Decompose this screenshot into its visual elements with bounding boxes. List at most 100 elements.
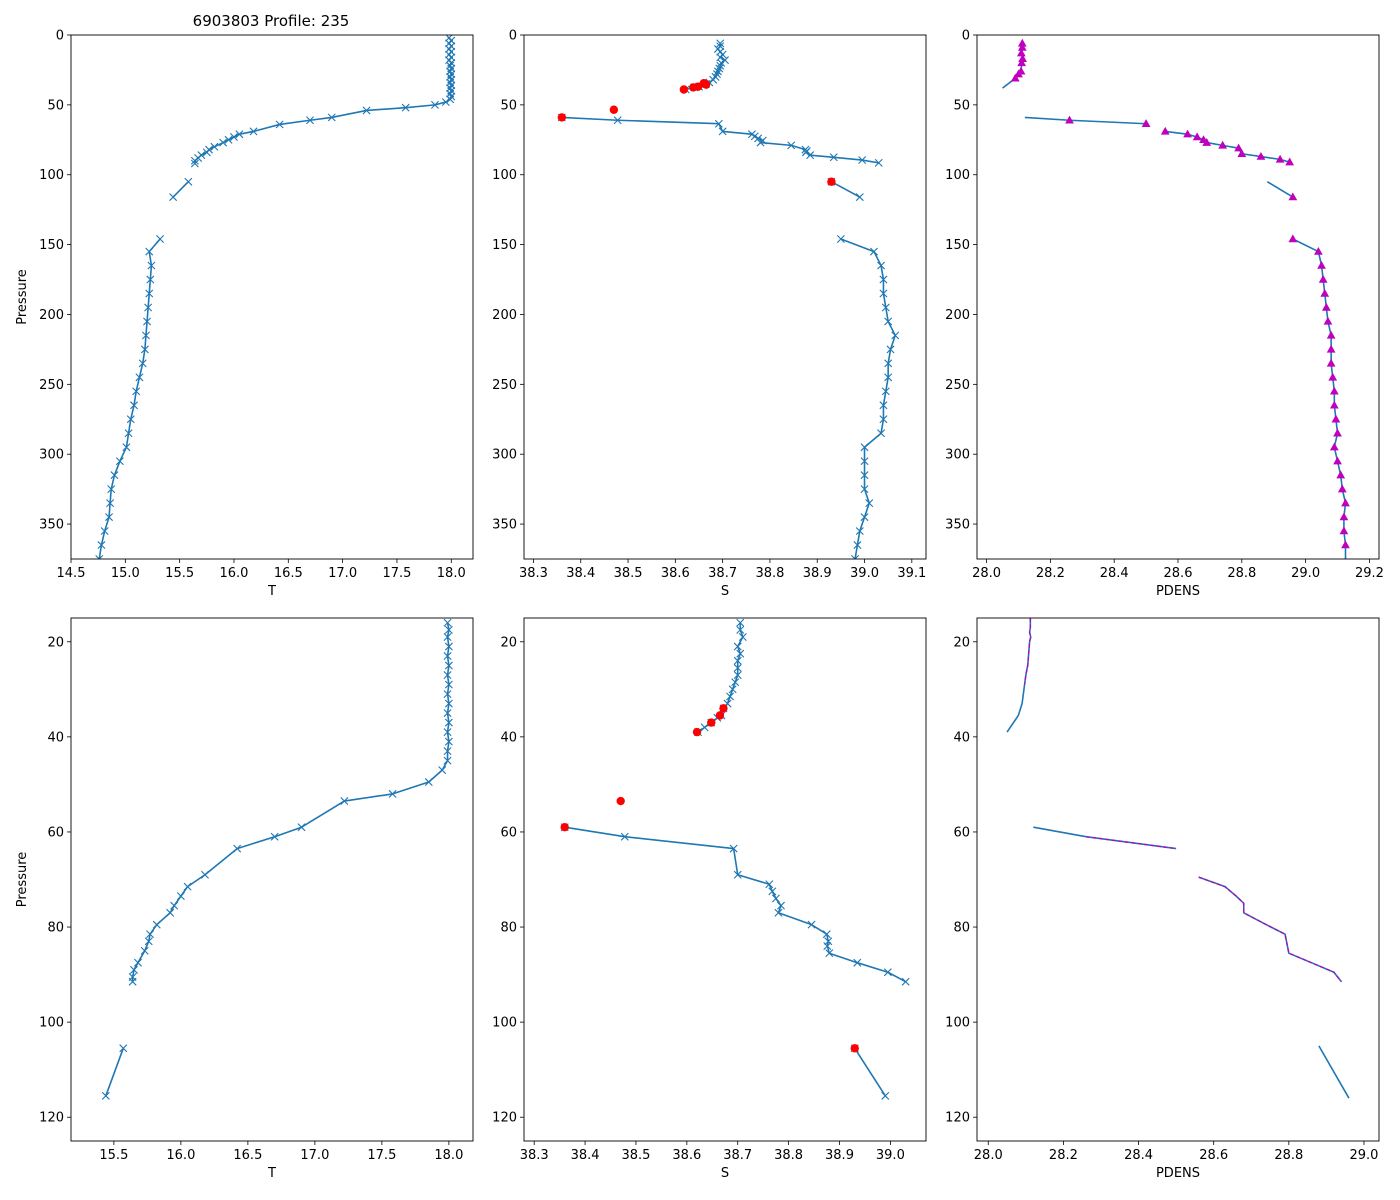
x-marker bbox=[879, 275, 888, 284]
x-marker bbox=[105, 513, 114, 522]
x-tick-label: 18.0 bbox=[437, 566, 466, 581]
x-marker bbox=[176, 892, 185, 901]
plot-area bbox=[557, 39, 900, 559]
y-tick-label: 40 bbox=[953, 730, 970, 745]
y-tick-label: 250 bbox=[945, 378, 970, 393]
y-tick-label: 60 bbox=[47, 825, 64, 840]
plot-area bbox=[1002, 38, 1350, 559]
triangle-marker bbox=[1288, 234, 1298, 243]
x-tick-label: 16.0 bbox=[166, 1148, 195, 1163]
x-marker bbox=[270, 832, 279, 841]
subplot-bottom-density: 28.0 28.2 28.4 28.6 28.8 29.0 20 40 60 80 100 120 PD… bbox=[945, 617, 1380, 1181]
x-marker bbox=[233, 844, 242, 853]
x-marker bbox=[860, 471, 869, 480]
x-marker bbox=[166, 908, 175, 917]
triangle-marker bbox=[1183, 129, 1192, 138]
x-marker bbox=[129, 965, 138, 974]
triangle-marker bbox=[1285, 157, 1295, 166]
x-marker bbox=[126, 415, 135, 424]
x-marker bbox=[851, 555, 860, 559]
x-marker bbox=[101, 1091, 110, 1100]
x-marker bbox=[443, 709, 452, 718]
triangle-marker bbox=[1329, 442, 1339, 451]
x-tick-label: 18.0 bbox=[434, 1148, 463, 1163]
x-marker bbox=[733, 870, 742, 879]
triangle-marker bbox=[1017, 58, 1027, 67]
qc-flag-point bbox=[609, 105, 619, 114]
x-marker bbox=[718, 127, 727, 136]
triangle-marker bbox=[1018, 54, 1027, 62]
x-marker bbox=[736, 618, 745, 627]
x-marker bbox=[144, 303, 153, 312]
triangle-marker bbox=[1256, 151, 1266, 160]
x-marker bbox=[443, 652, 452, 661]
x-marker bbox=[95, 555, 104, 559]
y-tick-label: 350 bbox=[492, 518, 517, 533]
x-marker bbox=[700, 723, 709, 732]
x-marker bbox=[444, 625, 453, 634]
x-tick-label: 28.8 bbox=[1274, 1148, 1303, 1163]
axes-frame bbox=[70, 617, 474, 1142]
x-marker bbox=[97, 541, 106, 550]
x-marker bbox=[774, 908, 783, 917]
x-tick-label: 17.5 bbox=[367, 1148, 396, 1163]
x-marker bbox=[447, 64, 456, 73]
triangle-marker bbox=[1192, 132, 1202, 141]
x-tick-label: 17.0 bbox=[300, 1148, 329, 1163]
x-tick-label: 38.7 bbox=[723, 1148, 752, 1163]
x-marker bbox=[446, 61, 455, 70]
x-marker bbox=[134, 958, 142, 967]
x-marker bbox=[443, 618, 452, 627]
x-marker bbox=[145, 289, 154, 298]
axes-frame bbox=[976, 617, 1380, 1142]
x-axis-label: T bbox=[267, 1166, 276, 1181]
x-tick-label: 14.5 bbox=[57, 566, 86, 581]
y-tick-label: 150 bbox=[492, 238, 517, 253]
qc-flag-point bbox=[827, 177, 836, 186]
triangle-marker bbox=[1160, 126, 1170, 135]
x-tick-label: 39.1 bbox=[897, 566, 926, 581]
x-tick-label: 17.5 bbox=[382, 566, 411, 581]
y-tick-label: 40 bbox=[500, 730, 517, 745]
x-marker bbox=[210, 142, 219, 151]
qc-flag-point bbox=[707, 718, 716, 727]
y-tick-label: 80 bbox=[953, 921, 970, 936]
x-marker bbox=[879, 415, 888, 424]
x-marker bbox=[446, 84, 455, 93]
y-tick-label: 200 bbox=[39, 308, 64, 323]
triangle-marker bbox=[1321, 302, 1331, 311]
triangle-marker bbox=[1336, 470, 1346, 479]
x-marker bbox=[865, 499, 874, 508]
x-marker bbox=[884, 373, 893, 382]
x-tick-label: 28.0 bbox=[972, 566, 1001, 581]
subplot-top-density: 28.0 28.2 28.4 28.6 28.8 29.0 29.2 0 50 100 150 200… bbox=[945, 29, 1384, 600]
subplot-top-salinity: 38.3 38.4 38.5 38.6 38.7 38.8 38.9 39.0 39.1 0 50 1… bbox=[492, 29, 927, 599]
y-tick-label: 80 bbox=[500, 921, 517, 936]
x-marker bbox=[229, 133, 238, 141]
triangle-marker bbox=[1329, 386, 1339, 395]
x-marker bbox=[716, 39, 725, 48]
y-tick-label: 120 bbox=[39, 1111, 64, 1126]
x-marker bbox=[275, 120, 284, 129]
y-tick-label: 350 bbox=[39, 518, 64, 533]
x-marker bbox=[858, 156, 867, 165]
x-marker bbox=[170, 901, 179, 910]
x-marker bbox=[860, 457, 869, 466]
x-tick-label: 28.2 bbox=[1049, 1148, 1078, 1163]
x-tick-label: 38.5 bbox=[614, 566, 643, 581]
x-marker bbox=[441, 98, 450, 107]
x-marker bbox=[733, 663, 742, 672]
x-tick-label: 38.4 bbox=[571, 1148, 600, 1163]
y-tick-label: 150 bbox=[39, 238, 64, 253]
x-marker bbox=[855, 193, 864, 202]
x-marker bbox=[146, 930, 155, 939]
y-tick-label: 350 bbox=[945, 518, 970, 533]
triangle-marker bbox=[1017, 42, 1027, 51]
x-marker bbox=[201, 870, 209, 879]
x-marker bbox=[728, 685, 737, 694]
x-axis-label: S bbox=[721, 584, 729, 599]
x-marker bbox=[447, 70, 456, 79]
x-marker bbox=[879, 289, 888, 298]
triangle-marker bbox=[1326, 358, 1336, 367]
